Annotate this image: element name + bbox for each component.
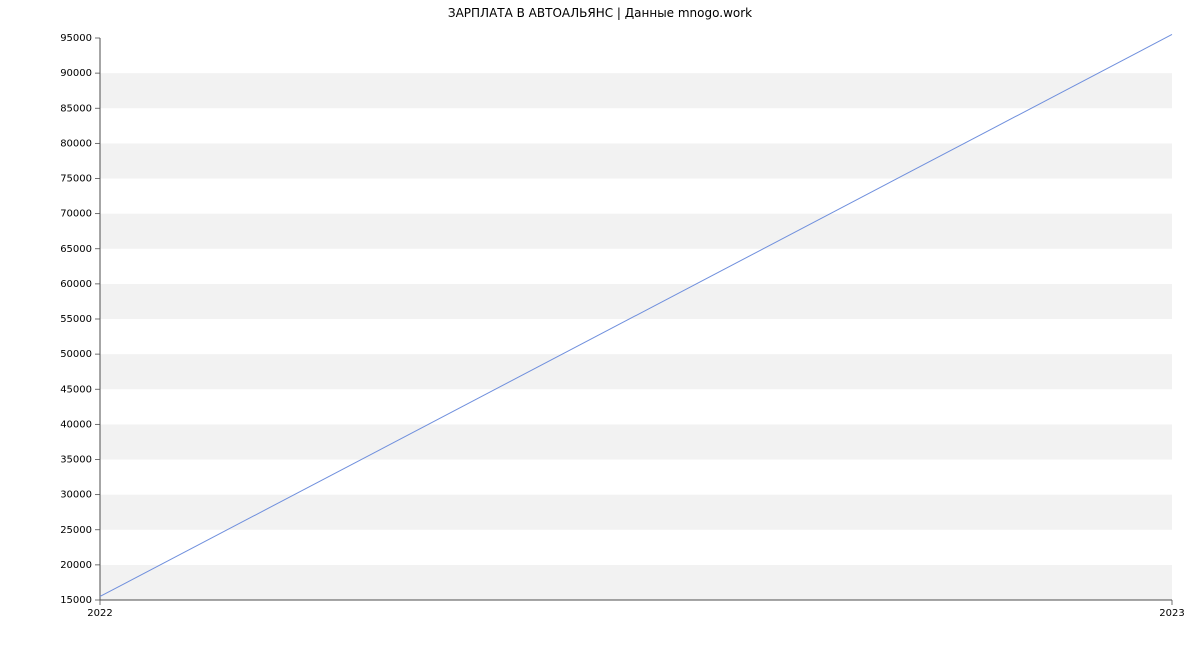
grid-band [100,424,1172,459]
grid-band [100,108,1172,143]
y-tick-label: 20000 [60,560,92,571]
line-chart: 15000 20000 25000 30000 35000 40000 45000 50000… [0,0,1200,650]
y-tick-label: 15000 [60,595,92,606]
y-tick-label: 50000 [60,349,92,360]
grid-band [100,319,1172,354]
y-tick-label: 60000 [60,279,92,290]
grid-band [100,214,1172,249]
x-tick-label: 2022 [87,608,112,619]
grid-band [100,143,1172,178]
grid-band [100,38,1172,73]
grid-band [100,179,1172,214]
grid-band [100,284,1172,319]
y-tick-label: 40000 [60,419,92,430]
x-tick-label: 2023 [1159,608,1184,619]
y-tick-label: 55000 [60,314,92,325]
y-tick-label: 25000 [60,525,92,536]
y-tick-label: 85000 [60,103,92,114]
y-tick-label: 45000 [60,384,92,395]
grid-band [100,389,1172,424]
y-tick-label: 80000 [60,138,92,149]
y-tick-label: 35000 [60,455,92,466]
y-tick-label: 70000 [60,209,92,220]
grid-band [100,354,1172,389]
chart-container: 15000 20000 25000 30000 35000 40000 45000 50000… [0,0,1200,650]
grid-band [100,249,1172,284]
y-tick-label: 95000 [60,33,92,44]
grid-band [100,460,1172,495]
grid-band [100,565,1172,600]
y-tick-label: 65000 [60,244,92,255]
y-tick-label: 90000 [60,68,92,79]
grid-band [100,530,1172,565]
y-tick-label: 75000 [60,174,92,185]
y-tick-label: 30000 [60,490,92,501]
grid-band [100,73,1172,108]
